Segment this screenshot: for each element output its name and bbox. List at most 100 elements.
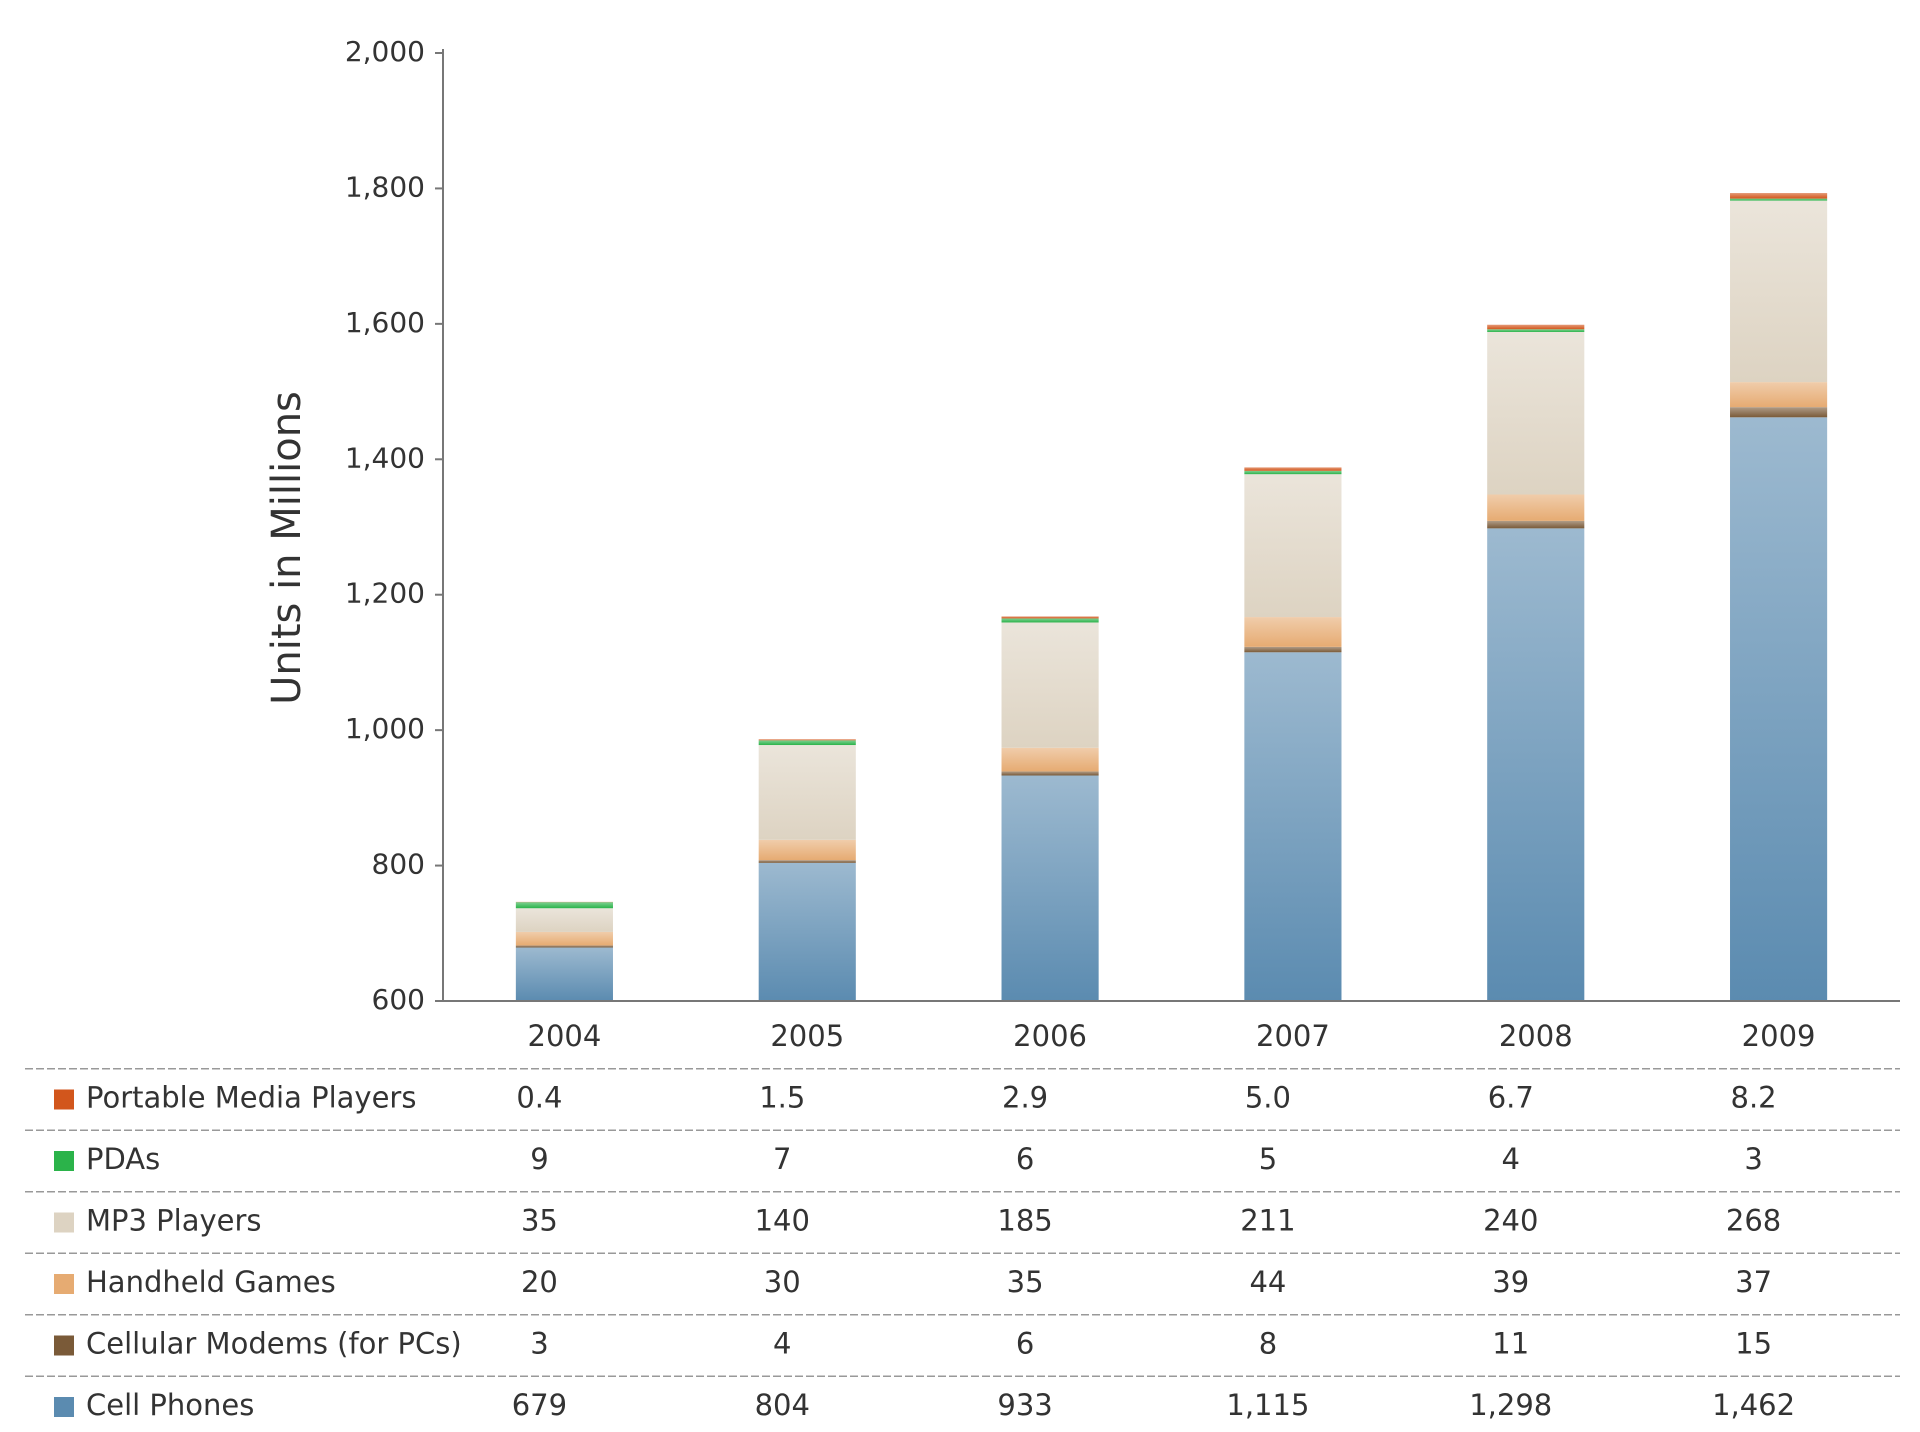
legend-swatch bbox=[54, 1089, 74, 1110]
bar-segment bbox=[1244, 467, 1342, 471]
x-tick-label: 2004 bbox=[528, 1019, 602, 1053]
table-value: 1.5 bbox=[759, 1081, 805, 1115]
x-tick-label: 2007 bbox=[1256, 1019, 1330, 1053]
table-value: 1,462 bbox=[1712, 1388, 1795, 1422]
table-value: 37 bbox=[1735, 1265, 1772, 1299]
bar-segment bbox=[1487, 520, 1585, 529]
bar-segment bbox=[1244, 646, 1342, 653]
legend-label: Handheld Games bbox=[86, 1265, 336, 1299]
y-tick-label: 1,200 bbox=[345, 577, 425, 610]
bar-segment bbox=[1487, 331, 1585, 495]
y-axis-title: Units in Millions bbox=[264, 391, 310, 705]
table-value: 9 bbox=[530, 1142, 548, 1176]
table-value: 5 bbox=[1259, 1142, 1277, 1176]
bar-segment bbox=[1730, 193, 1828, 199]
bar-segment bbox=[758, 740, 856, 746]
table-value: 679 bbox=[512, 1388, 567, 1422]
y-tick-label: 1,400 bbox=[345, 441, 425, 474]
legend-label: MP3 Players bbox=[86, 1204, 262, 1238]
table-value: 20 bbox=[521, 1265, 558, 1299]
table-value: 804 bbox=[755, 1388, 810, 1422]
y-tick-label: 600 bbox=[372, 983, 425, 1016]
bar-segment bbox=[1730, 382, 1828, 408]
legend-swatch bbox=[54, 1335, 74, 1356]
bar-segment bbox=[1730, 417, 1828, 1001]
table-value: 4 bbox=[773, 1327, 791, 1361]
bar-segment bbox=[758, 860, 856, 863]
table-value: 1,298 bbox=[1469, 1388, 1552, 1422]
table-value: 240 bbox=[1483, 1204, 1538, 1238]
bar-segment bbox=[1730, 198, 1828, 201]
table-value: 0.4 bbox=[516, 1081, 562, 1115]
bar-segment bbox=[1001, 771, 1099, 776]
bar-segment bbox=[1244, 470, 1342, 475]
table-value: 211 bbox=[1240, 1204, 1295, 1238]
bar-segment bbox=[1001, 622, 1099, 748]
bar-segment bbox=[1730, 407, 1828, 418]
bar-segment bbox=[1244, 617, 1342, 647]
table-value: 185 bbox=[997, 1204, 1052, 1238]
bar-segment bbox=[515, 945, 613, 948]
legend-label: Portable Media Players bbox=[86, 1081, 416, 1115]
bar-segment bbox=[515, 908, 613, 932]
legend-swatch bbox=[54, 1151, 74, 1171]
bar-segment bbox=[1244, 652, 1342, 1001]
bar-segment bbox=[1730, 200, 1828, 383]
table-value: 6 bbox=[1016, 1142, 1034, 1176]
table-value: 4 bbox=[1502, 1142, 1520, 1176]
legend-label: Cell Phones bbox=[86, 1388, 254, 1422]
bar-segment bbox=[1001, 616, 1099, 619]
bar-segment bbox=[1487, 528, 1585, 1001]
table-value: 35 bbox=[521, 1204, 558, 1238]
y-tick-label: 2,000 bbox=[345, 35, 425, 68]
table-value: 3 bbox=[1744, 1142, 1762, 1176]
bar-segment bbox=[1001, 775, 1099, 1001]
table-value: 39 bbox=[1492, 1265, 1529, 1299]
y-tick-label: 800 bbox=[372, 848, 425, 881]
bar-segment bbox=[758, 739, 856, 741]
bar-segment bbox=[1487, 494, 1585, 521]
x-tick-label: 2005 bbox=[770, 1019, 844, 1053]
table-value: 6 bbox=[1016, 1327, 1034, 1361]
legend-swatch bbox=[54, 1397, 74, 1417]
table-value: 11 bbox=[1492, 1327, 1529, 1361]
table-value: 15 bbox=[1735, 1327, 1772, 1361]
legend-label: PDAs bbox=[86, 1142, 160, 1176]
bar-segment bbox=[1001, 618, 1099, 623]
bar-segment bbox=[1001, 747, 1099, 772]
table-value: 7 bbox=[773, 1142, 791, 1176]
table-value: 268 bbox=[1726, 1204, 1781, 1238]
x-tick-label: 2006 bbox=[1013, 1019, 1087, 1053]
table-value: 1,115 bbox=[1226, 1388, 1309, 1422]
bar-segment bbox=[758, 745, 856, 840]
bar-segment bbox=[1244, 474, 1342, 618]
table-value: 6.7 bbox=[1488, 1081, 1534, 1115]
table-value: 2.9 bbox=[1002, 1081, 1048, 1115]
table-value: 8 bbox=[1259, 1327, 1277, 1361]
bar-segment bbox=[758, 839, 856, 861]
table-value: 8.2 bbox=[1731, 1081, 1777, 1115]
y-tick-label: 1,600 bbox=[345, 306, 425, 339]
legend-swatch bbox=[54, 1274, 74, 1294]
bar-segment bbox=[515, 947, 613, 1001]
x-tick-label: 2009 bbox=[1742, 1019, 1816, 1053]
table-value: 35 bbox=[1007, 1265, 1044, 1299]
table-value: 933 bbox=[997, 1388, 1052, 1422]
table-value: 5.0 bbox=[1245, 1081, 1291, 1115]
table-value: 140 bbox=[755, 1204, 810, 1238]
table-value: 3 bbox=[530, 1327, 548, 1361]
legend-label: Cellular Modems (for PCs) bbox=[86, 1327, 462, 1361]
table-value: 44 bbox=[1249, 1265, 1286, 1299]
table-value: 30 bbox=[764, 1265, 801, 1299]
bar-segment bbox=[515, 931, 613, 946]
legend-swatch bbox=[54, 1212, 74, 1233]
bar-segment bbox=[1487, 329, 1585, 332]
bar-segment bbox=[515, 902, 613, 909]
x-tick-label: 2008 bbox=[1499, 1019, 1573, 1053]
y-tick-label: 1,800 bbox=[345, 170, 425, 203]
bar-segment bbox=[758, 862, 856, 1001]
y-tick-label: 1,000 bbox=[345, 712, 425, 745]
bar-segment bbox=[1487, 324, 1585, 330]
